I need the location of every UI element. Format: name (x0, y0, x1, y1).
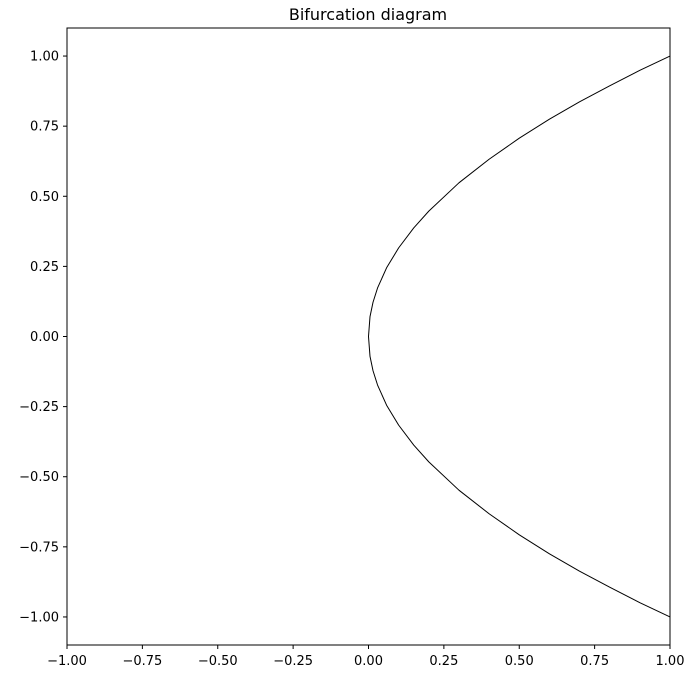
y-axis: 1.00 0.75 0.50 0.25 0.00 −0.25 −0.50 −0.75 −1.00 (19, 50, 67, 625)
x-tick-label: −0.75 (122, 654, 162, 669)
x-tick-label: 0.25 (429, 654, 458, 669)
x-tick-label: −0.50 (198, 654, 238, 669)
y-tick-label: 0.25 (30, 260, 59, 275)
y-tick-label: 1.00 (30, 50, 59, 65)
plot-area (66, 27, 671, 646)
chart-title: Bifurcation diagram (289, 5, 447, 24)
series-line-0 (368, 55, 671, 618)
x-tick-label: 0.75 (580, 654, 609, 669)
x-tick-label: 0.00 (354, 654, 383, 669)
y-tick-label: 0.00 (30, 330, 59, 345)
y-tick-label: −0.75 (19, 540, 59, 555)
y-tick-label: −1.00 (19, 610, 59, 625)
x-tick-label: 0.50 (505, 654, 534, 669)
y-tick-label: 0.75 (30, 120, 59, 135)
y-tick-label: 0.50 (30, 190, 59, 205)
y-tick-label: −0.25 (19, 400, 59, 415)
x-tick-label: 1.00 (656, 654, 685, 669)
x-axis: −1.00 −0.75 −0.50 −0.25 0.00 0.25 0.50 0.75 1.00 (47, 645, 684, 669)
y-tick-label: −0.50 (19, 470, 59, 485)
x-tick-label: −0.25 (273, 654, 313, 669)
x-tick-label: −1.00 (47, 654, 87, 669)
